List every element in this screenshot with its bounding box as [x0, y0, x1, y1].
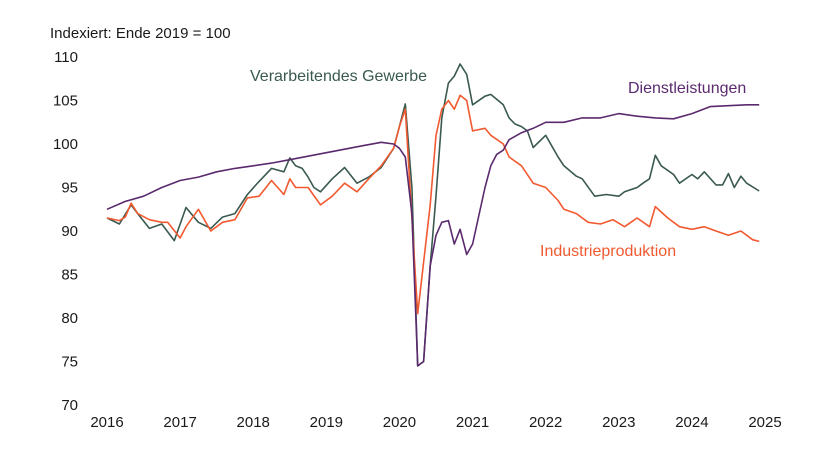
y-tick-label: 90: [61, 223, 78, 240]
x-tick-label: 2017: [163, 414, 196, 431]
x-tick-label: 2023: [602, 414, 635, 431]
x-tick-label: 2025: [748, 414, 781, 431]
series-label-industrieproduktion: Industrieproduktion: [540, 243, 676, 260]
y-tick-label: 85: [61, 267, 78, 284]
series-label-dienstleistungen: Dienstleistungen: [628, 80, 746, 97]
x-tick-label: 2020: [383, 414, 416, 431]
y-tick-label: 110: [54, 49, 78, 66]
series-line-industrieproduktion: [106, 94, 760, 315]
y-tick-label: 70: [61, 397, 78, 414]
x-axis: 2016 2017 2018 2019 2020 2021 2022 2023 2024 2025: [90, 414, 781, 431]
x-tick-label: 2018: [237, 414, 270, 431]
y-axis: 70 75 80 85 90 95 100 105 110: [53, 49, 78, 414]
y-tick-label: 75: [61, 354, 78, 371]
x-tick-label: 2016: [90, 414, 123, 431]
series-label-verarbeitendes-gewerbe: Verarbeitendes Gewerbe: [250, 68, 427, 85]
x-tick-label: 2021: [456, 414, 489, 431]
series-line-verarbeitendes-gewerbe: [106, 63, 760, 367]
x-tick-label: 2024: [675, 414, 708, 431]
series-line-dienstleistungen: [106, 104, 760, 367]
x-tick-label: 2019: [310, 414, 343, 431]
y-tick-label: 100: [53, 136, 78, 153]
plot-area: [106, 63, 760, 367]
x-tick-label: 2022: [529, 414, 562, 431]
y-tick-label: 105: [53, 93, 78, 110]
y-tick-label: 80: [61, 310, 78, 327]
y-tick-label: 95: [61, 180, 78, 197]
y-axis-unit-label: Indexiert: Ende 2019 = 100: [50, 25, 231, 42]
